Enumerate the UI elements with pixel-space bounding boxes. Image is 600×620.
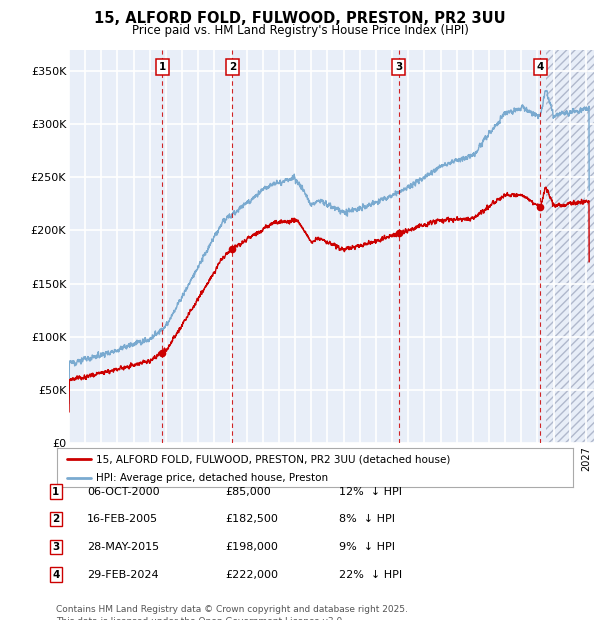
- Text: 2: 2: [52, 514, 59, 524]
- Text: 3: 3: [52, 542, 59, 552]
- Text: HPI: Average price, detached house, Preston: HPI: Average price, detached house, Pres…: [96, 473, 328, 483]
- Text: £182,500: £182,500: [225, 514, 278, 524]
- Text: 4: 4: [52, 570, 59, 580]
- Text: 4: 4: [536, 63, 544, 73]
- Text: 15, ALFORD FOLD, FULWOOD, PRESTON, PR2 3UU: 15, ALFORD FOLD, FULWOOD, PRESTON, PR2 3…: [94, 11, 506, 26]
- Text: 28-MAY-2015: 28-MAY-2015: [87, 542, 159, 552]
- Text: 16-FEB-2005: 16-FEB-2005: [87, 514, 158, 524]
- Text: 1: 1: [159, 63, 166, 73]
- Text: 12%  ↓ HPI: 12% ↓ HPI: [339, 487, 402, 497]
- Text: 1: 1: [52, 487, 59, 497]
- Text: £222,000: £222,000: [225, 570, 278, 580]
- Text: 3: 3: [395, 63, 403, 73]
- Bar: [545, 50, 594, 443]
- Text: £85,000: £85,000: [225, 487, 271, 497]
- Text: 9%  ↓ HPI: 9% ↓ HPI: [339, 542, 395, 552]
- Text: 2: 2: [229, 63, 236, 73]
- Text: 29-FEB-2024: 29-FEB-2024: [87, 570, 158, 580]
- Text: 22%  ↓ HPI: 22% ↓ HPI: [339, 570, 402, 580]
- Text: 06-OCT-2000: 06-OCT-2000: [87, 487, 160, 497]
- Bar: [69, 50, 545, 443]
- Text: Contains HM Land Registry data © Crown copyright and database right 2025.
This d: Contains HM Land Registry data © Crown c…: [56, 604, 407, 620]
- Text: 8%  ↓ HPI: 8% ↓ HPI: [339, 514, 395, 524]
- Text: Price paid vs. HM Land Registry's House Price Index (HPI): Price paid vs. HM Land Registry's House …: [131, 24, 469, 37]
- Text: £198,000: £198,000: [225, 542, 278, 552]
- Text: 15, ALFORD FOLD, FULWOOD, PRESTON, PR2 3UU (detached house): 15, ALFORD FOLD, FULWOOD, PRESTON, PR2 3…: [96, 454, 450, 464]
